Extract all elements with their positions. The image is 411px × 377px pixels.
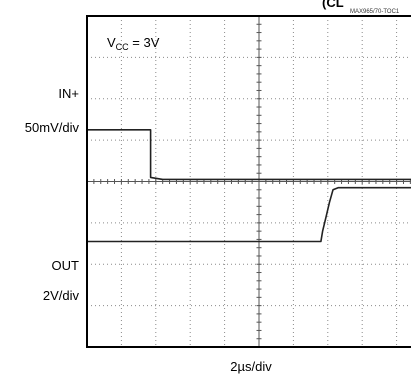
channel-out-scale: 2V/div	[43, 288, 80, 303]
trace-in-line	[87, 129, 411, 181]
scope-traces	[87, 129, 411, 243]
trace-out-line	[87, 186, 411, 243]
annotation-suffix: = 3V	[129, 35, 160, 50]
annotation-main: V	[107, 35, 116, 50]
figure-code: MAX965/70-TOC1	[350, 9, 400, 15]
channel-out-label: OUT	[52, 258, 80, 273]
scope-grid	[86, 15, 411, 348]
channel-in-scale: 50mV/div	[25, 120, 80, 135]
header-title-fragment: (CL	[322, 0, 344, 10]
plot-frame	[86, 15, 411, 348]
supply-voltage-annotation: VCC = 3V	[107, 35, 160, 52]
channel-in-label: IN+	[58, 86, 79, 101]
x-axis-timebase-label: 2µs/div	[230, 359, 272, 374]
annotation-subscript: CC	[116, 42, 129, 52]
